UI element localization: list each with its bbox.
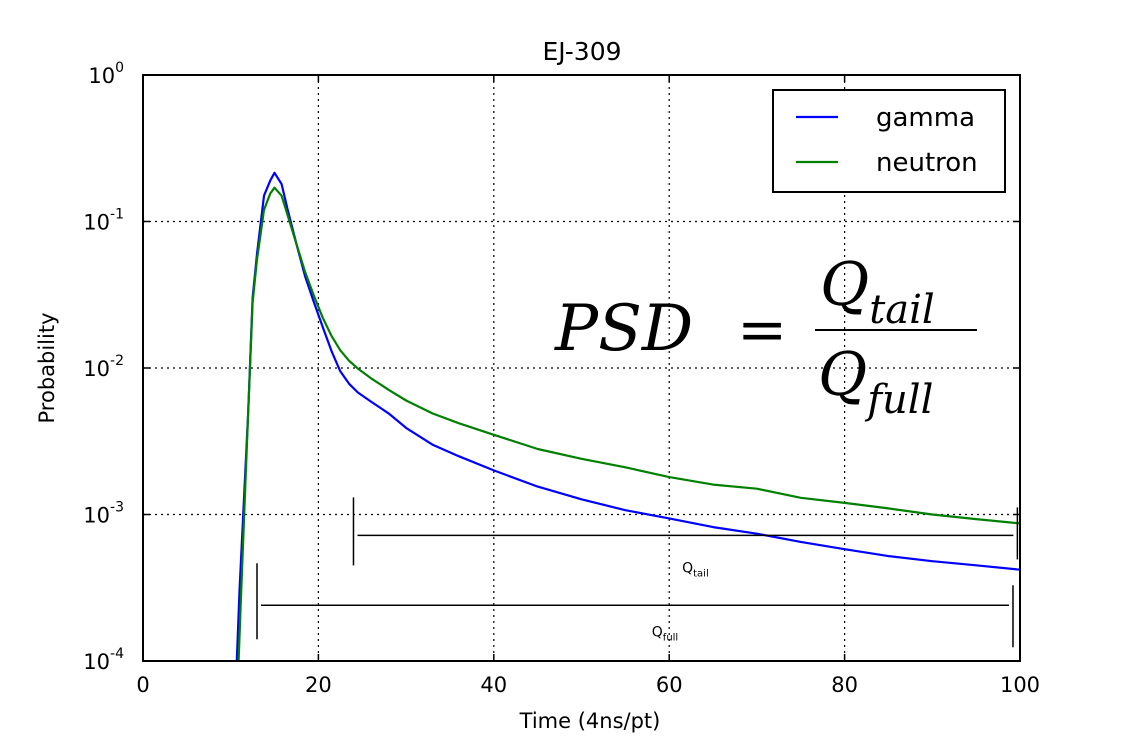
x-tick-label: 80 (831, 673, 858, 697)
y-tick-label-base: 10 (83, 211, 110, 235)
legend-box (772, 89, 1006, 193)
x-axis-ticks: 0 20 40 60 80 100 (136, 75, 1040, 697)
y-tick-label-base: 10 (83, 650, 110, 674)
tail-window-label-subscript: tail (693, 569, 709, 580)
y-tick-label: 10-4 (83, 646, 124, 674)
series-line-neutron (237, 186, 1021, 662)
formula-lhs: PSD (554, 292, 693, 366)
full-window-label-subscript: full (663, 632, 678, 643)
x-tick-label: 0 (136, 673, 149, 697)
formula-equals: = (737, 295, 787, 365)
formula-numerator-base: Q (820, 250, 869, 320)
tail-window-label: Qtail (682, 560, 709, 579)
y-tick-label-exponent: -3 (110, 500, 124, 516)
y-tick-label-exponent: -4 (110, 646, 124, 662)
y-tick-label-exponent: -1 (110, 207, 124, 223)
x-tick-label: 40 (480, 673, 507, 697)
y-tick-label: 10-2 (83, 353, 124, 381)
legend: gamma neutron (772, 89, 1006, 193)
formula-numerator-subscript: tail (869, 287, 935, 333)
x-axis-label: Time (4ns/pt) (519, 709, 661, 733)
formula-denominator-base: Q (818, 340, 867, 410)
formula-denominator: Qfull (818, 340, 933, 423)
y-tick-label: 10-1 (83, 207, 124, 235)
y-tick-label: 100 (88, 60, 124, 88)
y-tick-label: 10-3 (83, 500, 124, 528)
y-tick-label-base: 10 (83, 357, 110, 381)
legend-label-neutron: neutron (876, 148, 978, 178)
y-tick-label-base: 10 (88, 64, 115, 88)
y-axis-label: Probability (35, 312, 59, 423)
y-tick-label-exponent: 0 (115, 60, 124, 76)
formula-denominator-subscript: full (864, 377, 933, 423)
y-tick-label-exponent: -2 (110, 353, 124, 369)
x-tick-label: 60 (656, 673, 683, 697)
tail-window-label-base: Q (682, 560, 693, 576)
legend-label-gamma: gamma (876, 103, 975, 133)
x-tick-label: 20 (305, 673, 332, 697)
chart-title: EJ-309 (542, 37, 621, 66)
full-window-label-base: Q (652, 624, 663, 640)
formula-numerator: Qtail (820, 250, 935, 333)
x-tick-label: 100 (1000, 673, 1040, 697)
full-window-label: Qfull (652, 624, 678, 643)
y-tick-label-base: 10 (83, 504, 110, 528)
